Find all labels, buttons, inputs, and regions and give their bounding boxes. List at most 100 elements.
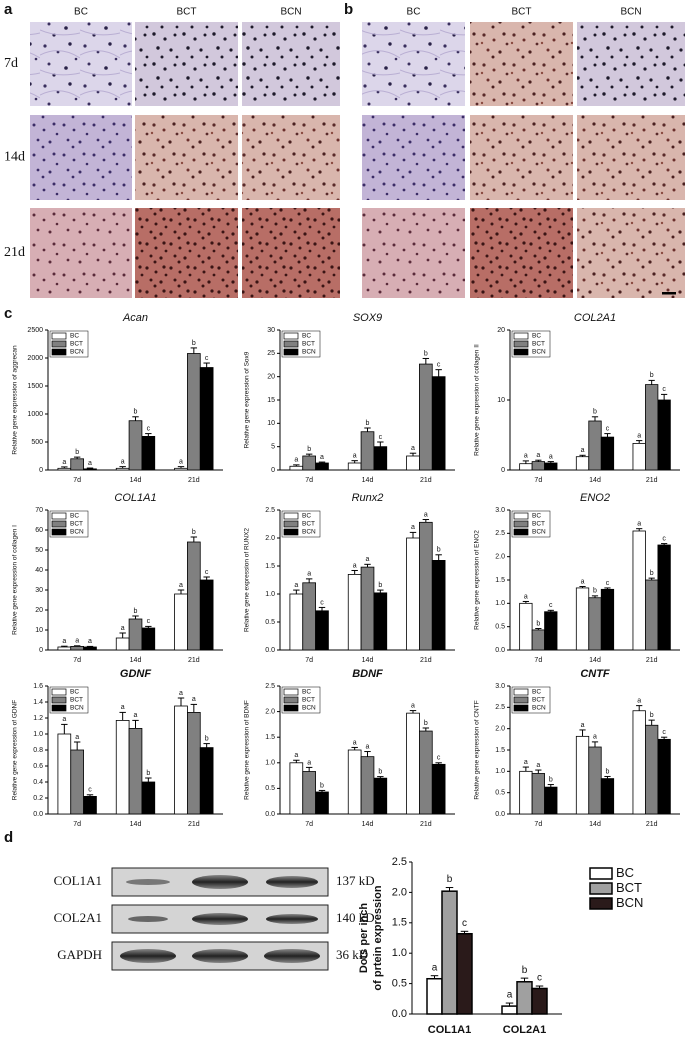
significance-letter: b	[606, 768, 610, 775]
significance-letter: a	[581, 447, 585, 454]
y-axis-label: Relative gene expression of CNTF	[474, 700, 481, 799]
y-tick-label: 20	[497, 327, 505, 334]
bar	[128, 618, 143, 651]
y-tick-label: 500	[31, 439, 43, 446]
error-bar	[535, 769, 542, 774]
band	[120, 949, 176, 963]
bar	[70, 749, 84, 815]
bar	[187, 712, 201, 815]
y-axis-label: Dots per inch	[358, 903, 370, 974]
y-axis-label: Relative gene expression of collagen II	[474, 344, 481, 456]
legend-label: BCN	[302, 529, 316, 536]
column-label: BCT	[512, 7, 532, 18]
y-tick-label: 1.5	[265, 734, 275, 741]
y-tick-label: 0.5	[495, 624, 505, 631]
bar	[431, 763, 446, 815]
bar	[544, 611, 558, 651]
x-tick-label: 14d	[589, 821, 601, 828]
legend-swatch	[51, 528, 67, 536]
significance-letter: a	[134, 712, 138, 719]
bar	[360, 756, 375, 815]
bar	[426, 977, 443, 1015]
y-tick-label: 1.4	[33, 699, 43, 706]
bar	[199, 747, 214, 815]
panel-label: c	[4, 305, 12, 322]
error-bar	[522, 600, 529, 604]
bar	[519, 602, 533, 651]
bar	[419, 521, 433, 651]
error-bar	[435, 554, 442, 561]
bar	[174, 467, 188, 471]
legend-label: BCN	[302, 705, 316, 712]
bar	[128, 728, 143, 815]
x-tick-label: 21d	[646, 657, 658, 664]
significance-letter: a	[121, 458, 125, 465]
error-bar	[351, 460, 358, 463]
bar	[657, 544, 671, 651]
y-tick-label: 2000	[27, 355, 43, 362]
y-tick-label: 1.6	[33, 683, 43, 690]
significance-letter: a	[536, 762, 540, 769]
bar	[531, 629, 545, 651]
bar	[302, 771, 316, 815]
legend-label: BCT	[532, 341, 545, 348]
error-bar	[604, 587, 611, 590]
bar	[419, 730, 433, 815]
y-tick-label: 60	[35, 527, 43, 534]
micrograph	[577, 22, 685, 106]
column-label: BCN	[280, 7, 301, 18]
error-bar	[435, 762, 442, 765]
blot-size: 140 kD	[336, 910, 375, 925]
micrograph	[242, 208, 340, 298]
y-tick-label: 2.5	[495, 530, 505, 537]
legend-swatch	[589, 867, 613, 880]
micrograph	[135, 22, 238, 106]
significance-letter: a	[524, 593, 528, 600]
micrograph	[135, 208, 238, 298]
bar	[115, 720, 130, 815]
error-bar	[591, 595, 599, 598]
error-bar	[547, 609, 554, 612]
legend-label: BC	[70, 513, 79, 520]
significance-letter: b	[192, 340, 196, 347]
error-bar	[661, 393, 668, 400]
micrograph	[30, 22, 132, 106]
band	[266, 876, 318, 888]
legend-label: BCN	[616, 895, 643, 910]
significance-letter: a	[75, 638, 79, 645]
significance-letter: c	[379, 434, 383, 441]
error-bar	[293, 464, 300, 467]
significance-letter: a	[593, 734, 597, 741]
western-blot	[111, 867, 329, 971]
y-tick-label: 3.0	[495, 683, 505, 690]
x-tick-label: 7d	[534, 657, 542, 664]
legend-swatch	[513, 512, 529, 520]
significance-letter: a	[637, 521, 641, 528]
bar	[57, 646, 72, 651]
bar	[373, 777, 388, 815]
bar	[289, 593, 304, 651]
bar	[302, 582, 316, 651]
error-bar	[422, 519, 430, 523]
bar	[347, 574, 362, 651]
significance-letter: b	[320, 782, 324, 789]
panel-label: b	[344, 1, 353, 18]
error-bar	[505, 1002, 514, 1007]
error-bar	[305, 766, 313, 772]
micrograph	[577, 208, 685, 298]
error-bar	[203, 576, 210, 580]
legend-swatch	[51, 688, 67, 696]
y-tick-label: 0.6	[33, 763, 43, 770]
x-tick-label: COL1A1	[428, 1024, 471, 1036]
significance-letter: a	[121, 625, 125, 632]
chart-title: Acan	[122, 312, 148, 324]
bar	[588, 597, 602, 651]
bar	[57, 467, 72, 471]
y-axis-label: Relative gene expression of ENO2	[474, 530, 481, 630]
y-tick-label: 2.0	[265, 535, 275, 542]
significance-letter: a	[62, 716, 66, 723]
error-bar	[177, 589, 185, 594]
x-tick-label: 14d	[589, 477, 601, 484]
legend-frame	[511, 686, 551, 714]
micrograph	[470, 115, 573, 200]
